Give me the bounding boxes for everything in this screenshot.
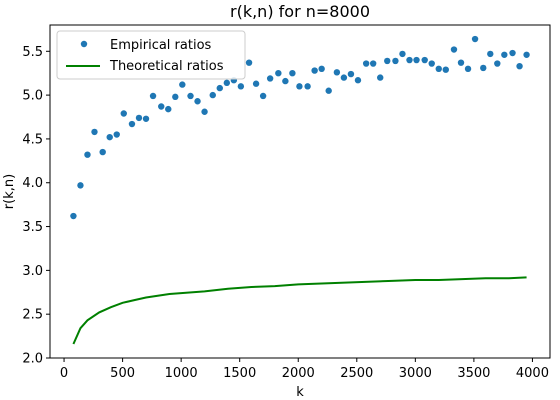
x-tick-label: 1500: [223, 366, 256, 381]
empirical-ratio-point: [428, 60, 435, 67]
empirical-ratio-point: [106, 133, 113, 141]
empirical-ratio-point: [201, 108, 208, 115]
x-tick-label: 2000: [282, 366, 315, 381]
empirical-ratio-point: [194, 98, 201, 105]
theoretical-ratios-line: [72, 276, 527, 345]
empirical-ratio-point: [266, 75, 274, 82]
empirical-ratio-point: [494, 60, 501, 67]
y-tick-label: 5.5: [22, 45, 43, 60]
empirical-ratio-point: [77, 182, 84, 189]
x-axis-label: k: [296, 385, 304, 400]
empirical-ratio-point: [91, 128, 98, 136]
y-tick-label: 4.0: [22, 176, 43, 191]
y-tick-label: 5.0: [22, 89, 43, 104]
empirical-ratio-point: [216, 84, 223, 92]
empirical-ratio-point: [259, 92, 267, 100]
x-axis-ticks: 0 500 1000 1500 2000 2500 3000 3500 4000: [60, 358, 549, 381]
legend-box: [56, 30, 246, 80]
empirical-ratio-point: [347, 70, 355, 78]
empirical-ratio-point: [333, 69, 341, 76]
empirical-ratio-point: [113, 131, 120, 138]
empirical-ratio-point: [275, 69, 282, 77]
empirical-ratio-point: [158, 103, 165, 110]
empirical-ratio-point: [413, 56, 420, 64]
empirical-ratio-point: [120, 110, 127, 117]
empirical-ratio-point: [70, 212, 77, 220]
empirical-ratio-point: [142, 115, 150, 122]
empirical-ratio-point: [450, 46, 458, 53]
empirical-ratio-point: [165, 105, 172, 113]
legend-label-empirical: Empirical ratios: [110, 38, 212, 53]
empirical-ratio-point: [296, 83, 303, 90]
empirical-ratio-point: [237, 83, 245, 90]
empirical-ratio-point: [384, 57, 391, 65]
x-tick-label: 500: [110, 366, 135, 381]
empirical-ratio-point: [179, 81, 186, 88]
legend-label-theoretical: Theoretical ratios: [109, 59, 224, 74]
empirical-ratio-point: [523, 51, 530, 58]
empirical-ratio-point: [282, 77, 289, 85]
empirical-ratio-point: [442, 66, 449, 73]
x-tick-label: 0: [60, 366, 68, 381]
axes-frame: [49, 24, 551, 359]
empirical-ratio-point: [172, 93, 179, 101]
empirical-ratio-point: [487, 50, 494, 58]
empirical-ratio-point: [421, 56, 428, 64]
y-tick-label: 2.5: [22, 308, 43, 323]
empirical-ratio-point: [501, 51, 508, 58]
x-tick-label: 2500: [340, 366, 373, 381]
empirical-ratio-point: [311, 67, 318, 74]
empirical-ratio-point: [187, 92, 194, 100]
legend-marker-empirical: [80, 40, 88, 48]
empirical-ratio-point: [149, 92, 157, 100]
y-tick-label: 3.0: [22, 264, 43, 279]
empirical-ratio-point: [464, 65, 472, 73]
x-tick-label: 1000: [165, 366, 198, 381]
empirical-ratio-point: [399, 50, 406, 58]
empirical-ratio-point: [392, 57, 399, 65]
x-tick-label: 3000: [399, 366, 432, 381]
x-tick-label: 4000: [516, 366, 549, 381]
y-tick-label: 2.0: [22, 352, 43, 367]
empirical-ratio-point: [223, 79, 231, 87]
chart-title: r(k,n) for n=8000: [230, 2, 370, 21]
empirical-ratio-point: [128, 120, 136, 128]
empirical-ratio-point: [340, 74, 348, 81]
x-tick-label: 3500: [457, 366, 490, 381]
empirical-ratio-point: [516, 62, 523, 70]
empirical-ratio-point: [369, 60, 377, 67]
empirical-ratio-point: [209, 91, 216, 99]
empirical-ratio-point: [354, 77, 362, 84]
empirical-ratio-point: [252, 80, 260, 87]
empirical-ratio-point: [471, 35, 479, 43]
empirical-ratio-point: [245, 59, 253, 66]
y-tick-label: 3.5: [22, 220, 43, 235]
empirical-ratio-point: [304, 83, 311, 90]
empirical-ratio-point: [289, 69, 296, 77]
legend: Empirical ratios Theoretical ratios: [56, 30, 246, 80]
empirical-ratio-point: [135, 114, 143, 122]
empirical-ratio-point: [318, 65, 325, 73]
empirical-ratio-point: [457, 59, 465, 66]
empirical-ratio-point: [362, 60, 370, 67]
empirical-ratio-point: [435, 65, 442, 73]
y-axis-ticks: 2.0 2.5 3.0 3.5 4.0 4.5 5.0 5.5: [22, 45, 50, 367]
empirical-ratio-point: [84, 151, 91, 158]
plot-area: [70, 35, 530, 345]
empirical-ratio-point: [325, 87, 332, 94]
empirical-ratio-point: [377, 74, 384, 81]
empirical-ratio-point: [99, 148, 106, 156]
empirical-ratio-point: [480, 64, 487, 72]
empirical-ratio-point: [406, 56, 413, 64]
y-axis-label: r(k,n): [2, 174, 17, 209]
y-tick-label: 4.5: [22, 132, 43, 147]
empirical-ratio-point: [509, 49, 516, 57]
